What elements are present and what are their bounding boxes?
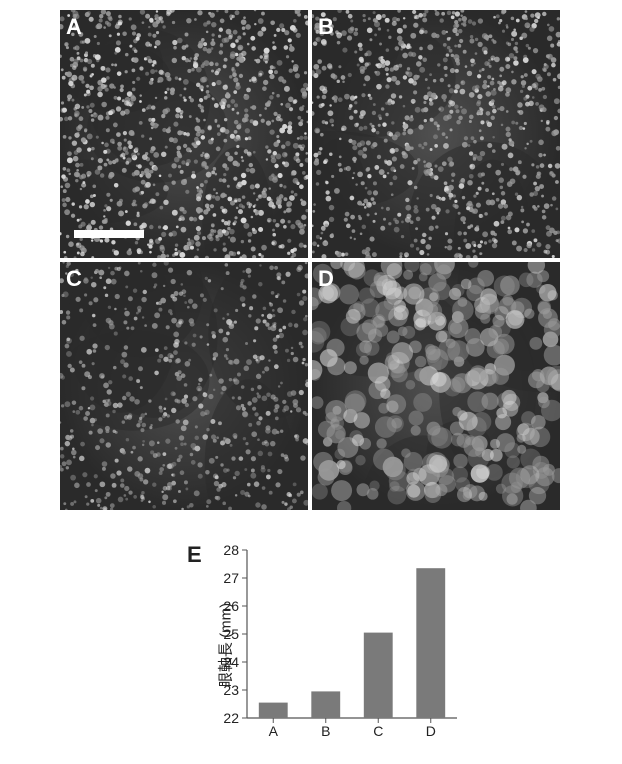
chart-svg: 22232425262728ABCD bbox=[205, 540, 475, 750]
xtick-label: B bbox=[321, 723, 330, 739]
xtick-label: D bbox=[426, 723, 436, 739]
bar-C bbox=[364, 633, 393, 718]
y-axis-label: 眼軸長 (mm) bbox=[215, 603, 236, 687]
figure-container: A B C D E 眼軸長 (mm) 22232425262728ABCD bbox=[60, 10, 560, 510]
panel-label-A: A bbox=[66, 14, 82, 40]
chart-label-E: E bbox=[187, 542, 202, 568]
panel-label-B: B bbox=[318, 14, 334, 40]
bar-chart: E 眼軸長 (mm) 22232425262728ABCD bbox=[205, 540, 475, 750]
ytick-label: 28 bbox=[223, 542, 239, 558]
micrograph-D bbox=[312, 262, 560, 510]
bar-B bbox=[311, 691, 340, 718]
ytick-label: 27 bbox=[223, 570, 239, 586]
bar-D bbox=[416, 568, 445, 718]
panel-A: A bbox=[60, 10, 308, 258]
panel-B: B bbox=[312, 10, 560, 258]
panel-label-D: D bbox=[318, 266, 334, 292]
micrograph-A bbox=[60, 10, 308, 258]
ytick-label: 22 bbox=[223, 710, 239, 726]
scale-bar bbox=[74, 230, 144, 238]
bar-A bbox=[259, 703, 288, 718]
xtick-label: C bbox=[373, 723, 383, 739]
micrograph-B bbox=[312, 10, 560, 258]
micrograph-grid: A B C D bbox=[60, 10, 560, 510]
micrograph-C bbox=[60, 262, 308, 510]
panel-C: C bbox=[60, 262, 308, 510]
panel-label-C: C bbox=[66, 266, 82, 292]
panel-D: D bbox=[312, 262, 560, 510]
xtick-label: A bbox=[269, 723, 279, 739]
